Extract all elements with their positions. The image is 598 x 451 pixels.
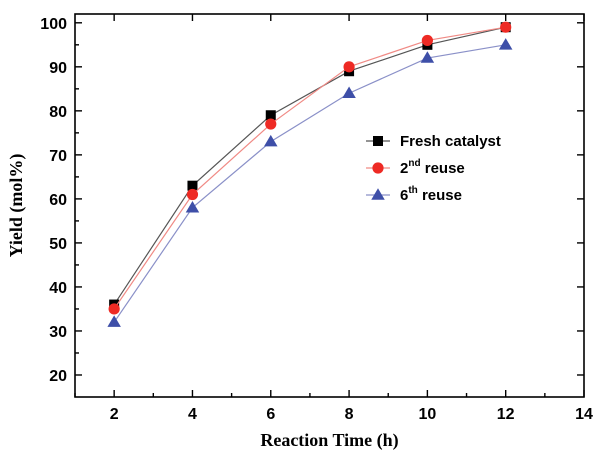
y-tick-label: 40: [49, 280, 67, 297]
legend-item-2: 2nd reuse: [366, 158, 465, 177]
legend-marker: [372, 162, 384, 174]
legend-item-1: Fresh catalyst: [366, 133, 501, 150]
x-tick-label: 10: [418, 406, 436, 423]
legend-label-sup: nd: [408, 158, 420, 169]
y-tick-label: 100: [40, 16, 67, 33]
data-point: [421, 34, 433, 47]
data-point: [420, 51, 435, 63]
legend-label: 6th reuse: [400, 185, 462, 204]
legend-label-base: 6: [400, 187, 408, 204]
data-point: [186, 188, 199, 201]
legend-label-sup: th: [408, 185, 417, 196]
data-point: [265, 118, 277, 130]
series-layer: [107, 21, 513, 327]
data-point: [107, 315, 121, 327]
legend-label: Fresh catalyst: [400, 133, 501, 150]
x-tick-label: 14: [575, 406, 593, 423]
series-line: [113, 26, 506, 310]
legend-label-tail: reuse: [421, 160, 465, 177]
series-line: [113, 26, 506, 305]
series-2: [108, 21, 512, 315]
series-3: [107, 38, 513, 327]
tick-layer: 2 4 6 8 10 12 14 20 30 40 50 60 70 80 90 100: [40, 14, 593, 423]
legend-label: 2nd reuse: [400, 158, 465, 177]
data-point: [187, 180, 198, 191]
legend-label-base: 2: [400, 160, 408, 177]
x-tick-label: 2: [110, 406, 119, 423]
y-tick-label: 30: [49, 324, 67, 341]
y-tick-label: 70: [49, 148, 67, 165]
y-tick-label: 60: [49, 192, 67, 209]
y-axis-title: Yield (mol%): [6, 154, 27, 258]
x-tick-label: 4: [188, 406, 197, 423]
data-point: [343, 61, 355, 73]
data-point: [185, 200, 200, 213]
legend-marker: [373, 136, 383, 146]
axes-frame: [74, 13, 585, 398]
x-tick-label: 6: [266, 406, 275, 423]
plot-frame: [74, 13, 585, 398]
y-tick-label: 80: [49, 104, 67, 121]
data-point: [500, 21, 512, 33]
data-point: [342, 86, 356, 98]
y-tick-label: 90: [49, 60, 67, 77]
legend-item-3: 6th reuse: [366, 185, 462, 204]
data-point: [265, 110, 276, 121]
legend-label-tail: reuse: [418, 187, 462, 204]
x-axis-title: Reaction Time (h): [260, 430, 398, 451]
y-tick-label: 50: [49, 236, 67, 253]
data-point: [264, 134, 278, 147]
data-point: [108, 303, 120, 315]
series-line: [113, 44, 506, 323]
x-tick-label: 12: [497, 406, 515, 423]
x-tick-label: 8: [345, 406, 354, 423]
legend-label-base: Fresh catalyst: [400, 133, 501, 150]
y-tick-label: 20: [49, 368, 67, 385]
legend-marker: [371, 188, 385, 200]
data-point: [498, 38, 513, 50]
